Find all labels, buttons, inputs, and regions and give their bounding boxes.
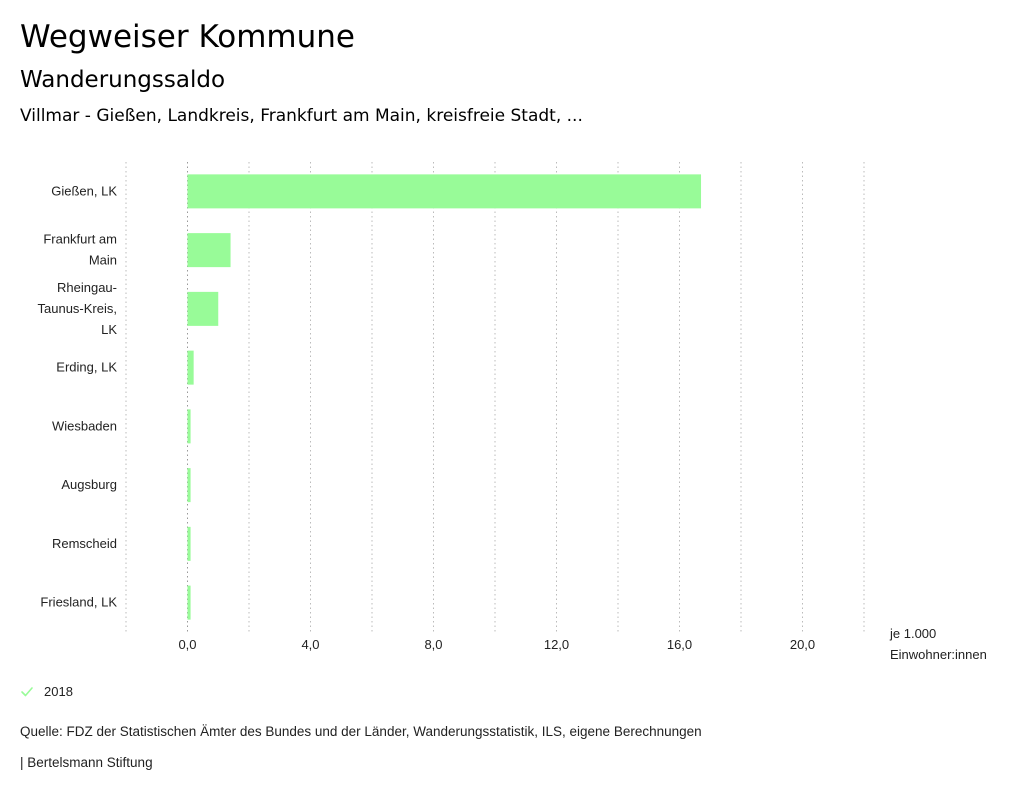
x-axis-ticks: 0,0 4,0 8,0 12,0 16,0 20,0 xyxy=(178,637,815,652)
category-label: Rheingau-Taunus-Kreis, LK xyxy=(38,280,118,337)
category-label: Remscheid xyxy=(52,536,117,551)
bar[interactable] xyxy=(187,468,191,503)
x-tick-label: 8,0 xyxy=(424,637,442,652)
bar[interactable] xyxy=(187,585,191,620)
category-label: Friesland, LK xyxy=(40,595,117,610)
category-label: Wiesbaden xyxy=(52,418,117,433)
bar[interactable] xyxy=(187,174,702,209)
x-tick-label: 0,0 xyxy=(178,637,196,652)
category-label: Augsburg xyxy=(61,477,117,492)
source-note: Quelle: FDZ der Statistischen Ämter des … xyxy=(20,724,702,739)
bar[interactable] xyxy=(187,291,219,326)
category-label: Erding, LK xyxy=(56,360,117,375)
bar[interactable] xyxy=(187,233,231,268)
check-icon[interactable] xyxy=(20,685,34,699)
legend: 2018 xyxy=(20,684,73,699)
bar[interactable] xyxy=(187,409,191,444)
bars xyxy=(187,174,702,620)
x-tick-label: 16,0 xyxy=(667,637,692,652)
bar[interactable] xyxy=(187,526,191,561)
chart-subtitle: Wanderungssaldo xyxy=(20,67,226,93)
x-axis-label: je 1.000 Einwohner:innen xyxy=(889,626,987,662)
page-title: Wegweiser Kommune xyxy=(20,19,355,55)
bar-chart: Gießen, LK Frankfurt am Main Rheingau-Taunu… xyxy=(38,162,987,662)
category-labels: Gießen, LK Frankfurt am Main Rheingau-Taunu… xyxy=(38,183,118,609)
x-tick-label: 20,0 xyxy=(790,637,815,652)
region-selection: Villmar - Gießen, Landkreis, Frankfurt a… xyxy=(20,106,583,126)
x-tick-label: 12,0 xyxy=(544,637,569,652)
category-label: Frankfurt am Main xyxy=(43,232,117,268)
legend-label: 2018 xyxy=(44,684,73,699)
grid-lines xyxy=(125,162,865,632)
x-tick-label: 4,0 xyxy=(301,637,319,652)
category-label: Gießen, LK xyxy=(51,183,117,198)
credit-note[interactable]: | Bertelsmann Stiftung xyxy=(20,755,153,770)
bar[interactable] xyxy=(187,350,194,385)
x-axis-unit: je 1.000 Einwohner:innen xyxy=(889,626,987,662)
